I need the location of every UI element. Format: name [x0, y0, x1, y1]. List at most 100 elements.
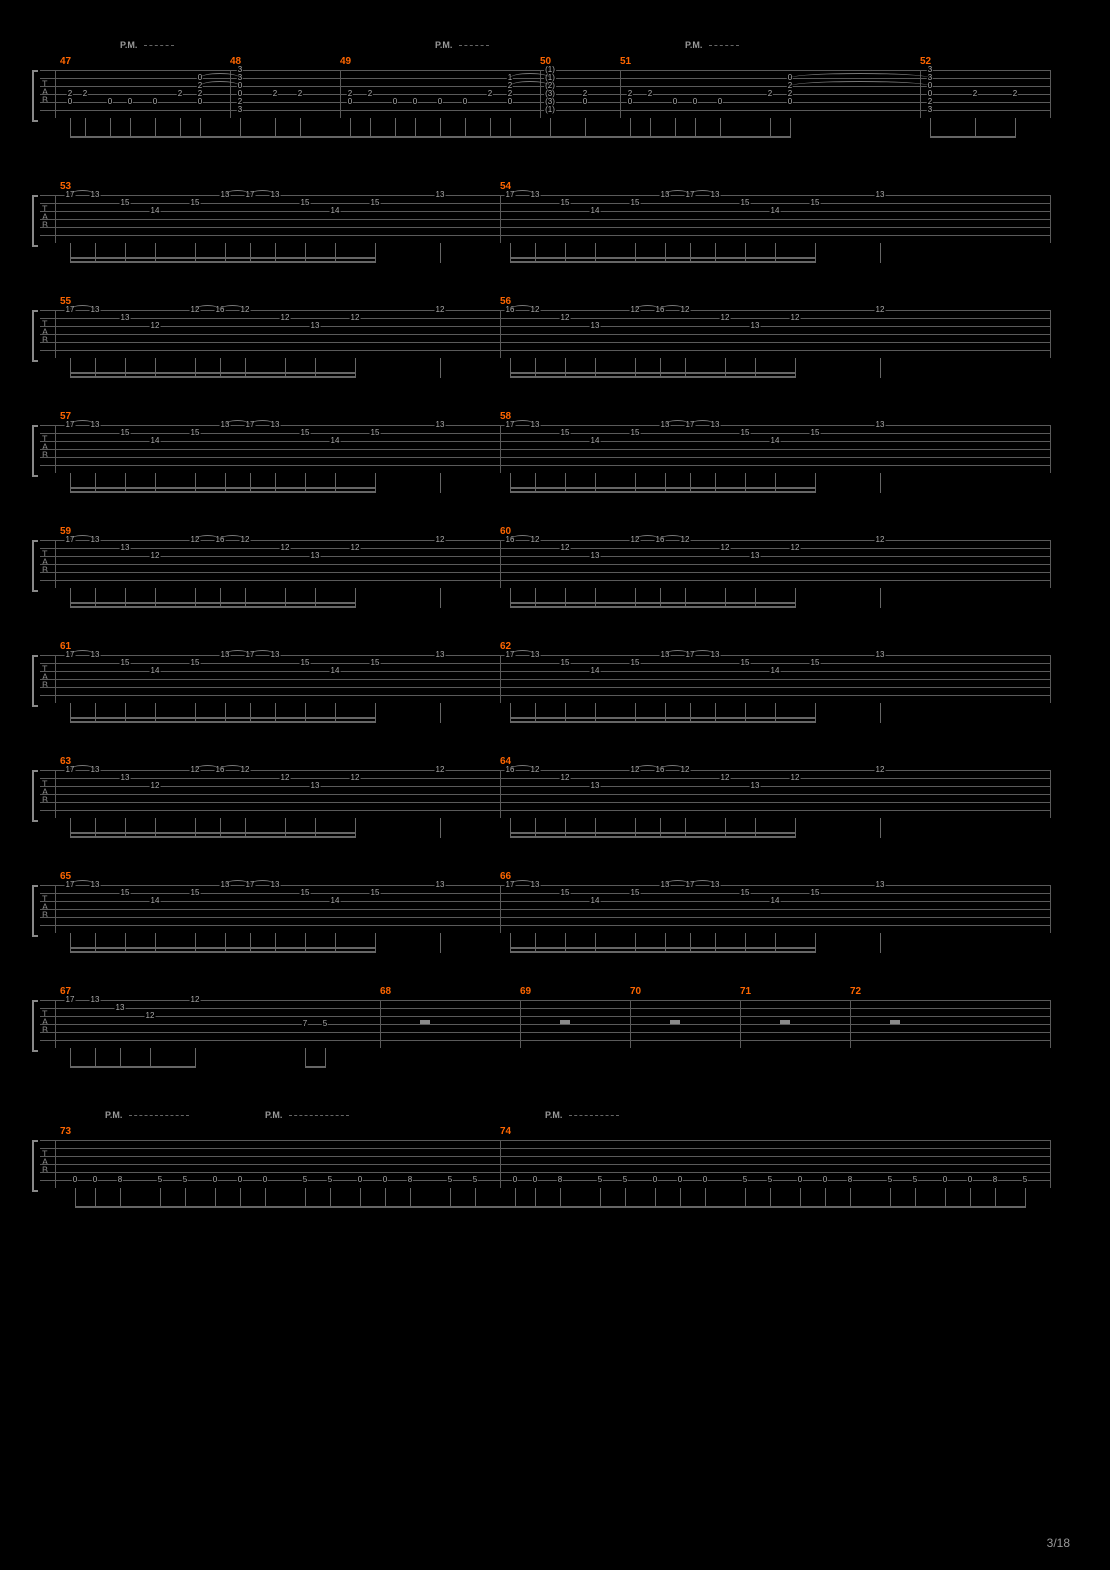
fret-number: 15	[560, 889, 571, 897]
fret-number: 0	[67, 98, 73, 106]
fret-number: 15	[300, 889, 311, 897]
barline	[1050, 885, 1051, 933]
fret-number: 0	[702, 1176, 708, 1184]
fret-number: 12	[560, 774, 571, 782]
fret-number: 0	[652, 1176, 658, 1184]
fret-number: 12	[350, 774, 361, 782]
fret-number: 14	[150, 437, 161, 445]
fret-number: 15	[810, 659, 821, 667]
staff-system: TAB5960171313121216121213121216121213121…	[40, 540, 1050, 588]
fret-number: 12	[790, 774, 801, 782]
fret-number: 0	[532, 1176, 538, 1184]
fret-number: 14	[330, 897, 341, 905]
fret-number: 0	[152, 98, 158, 106]
fret-number: 5	[597, 1176, 603, 1184]
fret-number: 5	[742, 1176, 748, 1184]
fret-number: 5	[327, 1176, 333, 1184]
barline	[1050, 1000, 1051, 1048]
fret-number: 15	[630, 199, 641, 207]
barline	[500, 1140, 501, 1188]
fret-number: 2	[82, 90, 88, 98]
fret-number: 13	[875, 421, 886, 429]
fret-number: 12	[435, 536, 446, 544]
fret-number: 15	[630, 889, 641, 897]
fret-number: 0	[692, 98, 698, 106]
barline	[500, 310, 501, 358]
staff: 6566171315141513171315141513171315141513…	[40, 885, 1050, 933]
fret-number: 2	[272, 90, 278, 98]
page-number: 3/18	[1047, 1536, 1070, 1550]
barline	[500, 770, 501, 818]
staff-system: TAB5758171315141513171315141513171315141…	[40, 425, 1050, 473]
fret-number: 14	[770, 897, 781, 905]
fret-number: 12	[435, 766, 446, 774]
fret-number: 15	[370, 659, 381, 667]
staff-system: TAB6162171315141513171315141513171315141…	[40, 655, 1050, 703]
fret-number: 5	[887, 1176, 893, 1184]
fret-number: 14	[330, 207, 341, 215]
fret-number: 8	[117, 1176, 123, 1184]
fret-number: 12	[280, 544, 291, 552]
barline	[380, 1000, 381, 1048]
fret-number: 0	[197, 98, 203, 106]
staff-system: TAB6566171315141513171315141513171315141…	[40, 885, 1050, 933]
fret-number: 2	[297, 90, 303, 98]
staff-bracket	[32, 655, 38, 707]
fret-number: 5	[447, 1176, 453, 1184]
staff-system: TAB6364171313121216121213121216121213121…	[40, 770, 1050, 818]
fret-number: 12	[150, 552, 161, 560]
palm-mute-marking: P.M.	[265, 1110, 282, 1120]
fret-number: 15	[190, 889, 201, 897]
fret-number: 0	[507, 98, 513, 106]
fret-number: 14	[330, 667, 341, 675]
fret-number: 0	[357, 1176, 363, 1184]
fret-number: 8	[992, 1176, 998, 1184]
fret-number: 0	[512, 1176, 518, 1184]
fret-number: 12	[875, 766, 886, 774]
fret-number: 0	[92, 1176, 98, 1184]
fret-number: 5	[302, 1176, 308, 1184]
barline	[1050, 70, 1051, 118]
staff-bracket	[32, 770, 38, 822]
fret-number: 12	[145, 1012, 156, 1020]
fret-number: 12	[280, 314, 291, 322]
fret-number: 15	[190, 659, 201, 667]
fret-number: 13	[750, 552, 761, 560]
fret-number: 5	[1022, 1176, 1028, 1184]
staff-bracket	[32, 540, 38, 592]
fret-number: 0	[437, 98, 443, 106]
fret-number: 13	[750, 322, 761, 330]
measure-number: 49	[340, 56, 351, 67]
staff: 47P.M.4849P.M.5051P.M.522020002022033002…	[40, 70, 1050, 118]
staff-system: TAB5354171315141513171315141513171315141…	[40, 195, 1050, 243]
barline	[1050, 1140, 1051, 1188]
staff-system: TAB73P.M.74P.M.P.M.008550005500855008550…	[40, 1140, 1050, 1188]
fret-number: 15	[370, 199, 381, 207]
staff: 6162171315141513171315141513171315141513…	[40, 655, 1050, 703]
fret-number: 0	[797, 1176, 803, 1184]
fret-number: 13	[120, 774, 131, 782]
fret-number: 5	[157, 1176, 163, 1184]
fret-number: 12	[875, 306, 886, 314]
fret-number: 12	[190, 996, 201, 1004]
fret-number: 15	[370, 889, 381, 897]
fret-number: 0	[262, 1176, 268, 1184]
fret-number: 14	[770, 667, 781, 675]
fret-number: 2	[487, 90, 493, 98]
fret-number: 13	[435, 651, 446, 659]
staff: 5960171313121216121213121216121213121612…	[40, 540, 1050, 588]
barline	[500, 885, 501, 933]
fret-number: 13	[435, 191, 446, 199]
fret-number: 15	[560, 429, 571, 437]
staff: 5354171315141513171315141513171315141513…	[40, 195, 1050, 243]
fret-number: 13	[875, 191, 886, 199]
fret-number: 15	[810, 199, 821, 207]
staff-bracket	[32, 1000, 38, 1052]
staff: 6364171313121216121213121216121213121612…	[40, 770, 1050, 818]
staff-system: TAB47P.M.4849P.M.5051P.M.522020002022033…	[40, 70, 1050, 118]
fret-number: (1)	[544, 106, 556, 114]
staff: 676869707172171313121275	[40, 1000, 1050, 1048]
fret-number: 14	[770, 437, 781, 445]
fret-number: 12	[875, 536, 886, 544]
rest	[670, 1020, 680, 1024]
